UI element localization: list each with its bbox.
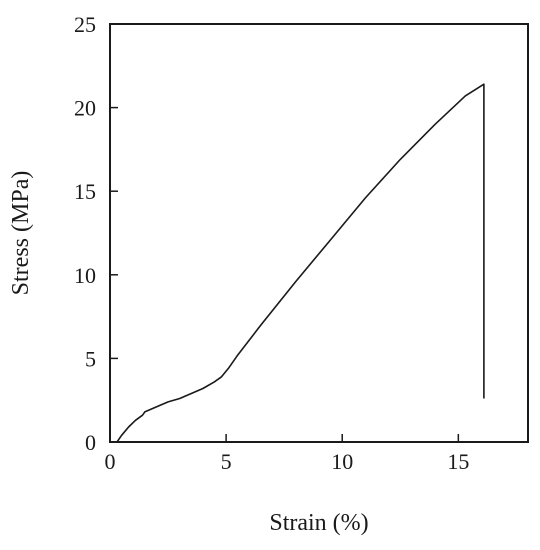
y-tick-label-25: 25 bbox=[74, 12, 96, 37]
x-axis-ticks: 0 5 10 15 bbox=[105, 434, 469, 474]
y-tick-label-20: 20 bbox=[74, 96, 96, 121]
y-axis-title: Stress (MPa) bbox=[8, 171, 34, 296]
x-axis-title: Strain (%) bbox=[269, 510, 368, 536]
x-tick-label-0: 0 bbox=[105, 449, 116, 474]
plot-area-border bbox=[109, 23, 529, 443]
plot-frame bbox=[109, 23, 529, 443]
y-tick-label-15: 15 bbox=[74, 179, 96, 204]
y-tick-label-10: 10 bbox=[74, 263, 96, 288]
x-tick-label-10: 10 bbox=[331, 449, 353, 474]
y-tick-label-0: 0 bbox=[85, 430, 96, 455]
x-tick-label-5: 5 bbox=[221, 449, 232, 474]
y-axis-ticks: 0 5 10 15 20 25 bbox=[74, 12, 118, 455]
x-tick-label-15: 15 bbox=[447, 449, 469, 474]
y-tick-label-5: 5 bbox=[85, 346, 96, 371]
series-line-stress-strain bbox=[116, 83, 485, 443]
